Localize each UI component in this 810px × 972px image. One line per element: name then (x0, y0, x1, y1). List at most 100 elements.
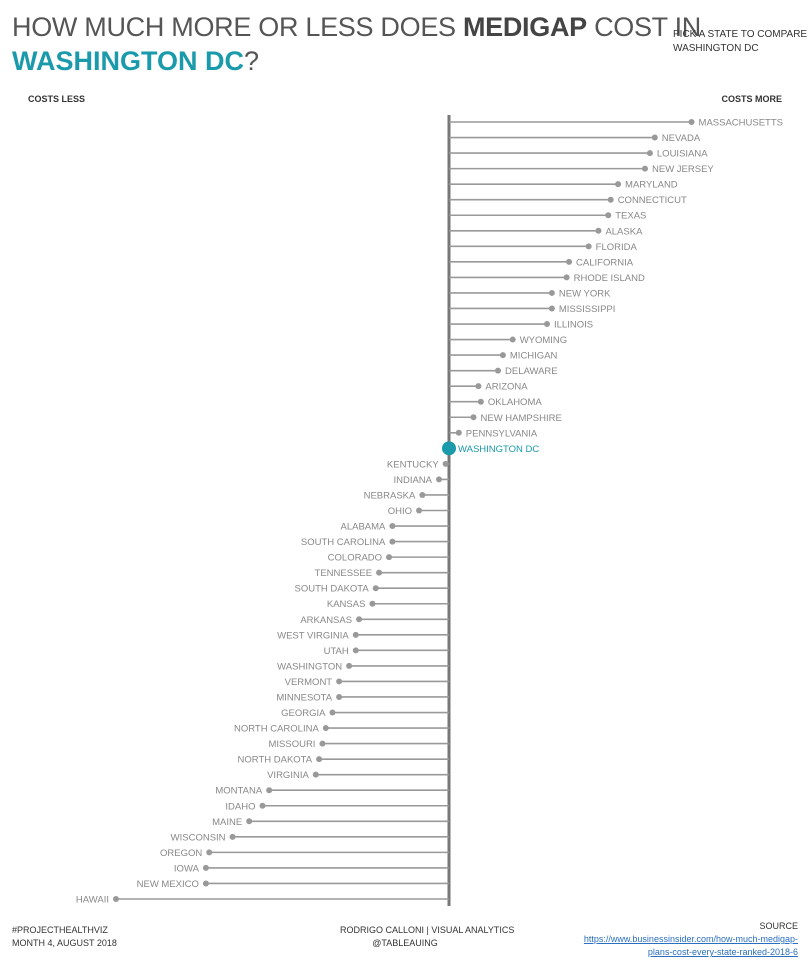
label-texas: TEXAS (615, 211, 646, 222)
dot-oklahoma (477, 398, 484, 405)
dot-arizona (475, 383, 482, 390)
page-title: HOW MUCH MORE OR LESS DOES MEDIGAP COST … (12, 12, 701, 43)
dot-new-mexico (202, 880, 209, 887)
label-new-hampshire: NEW HAMPSHIRE (481, 413, 562, 424)
label-wyoming: WYOMING (520, 335, 568, 346)
title-question-mark: ? (244, 46, 260, 76)
dot-delaware (495, 367, 501, 374)
dot-hawaii (113, 896, 119, 902)
label-washington-dc: WASHINGTON DC (458, 444, 539, 455)
dot-oregon (206, 849, 213, 856)
label-ohio: OHIO (388, 506, 412, 517)
label-new-jersey: NEW JERSEY (652, 164, 714, 175)
dot-minnesota (336, 693, 343, 700)
footer-date: MONTH 4, AUGUST 2018 (12, 938, 117, 948)
footer-handle: @TABLEAUING (372, 938, 438, 948)
label-nebraska: NEBRASKA (364, 490, 416, 501)
title-suffix: COST IN (586, 12, 701, 42)
label-california: CALIFORNIA (576, 257, 634, 268)
label-michigan: MICHIGAN (510, 351, 558, 362)
dot-kansas (369, 600, 376, 607)
label-florida: FLORIDA (596, 242, 638, 253)
title-prefix: HOW MUCH MORE OR LESS DOES (12, 12, 463, 42)
label-oklahoma: OKLAHOMA (488, 397, 543, 408)
dot-louisiana (646, 150, 653, 157)
axis-label-costs-less: COSTS LESS (28, 94, 86, 104)
dot-kentucky (442, 460, 449, 467)
label-idaho: IDAHO (225, 801, 255, 812)
title-state-name: WASHINGTON DC (12, 46, 245, 76)
label-new-mexico: NEW MEXICO (137, 879, 199, 890)
source-url-line2: plans-cost-every-state-ranked-2018-6 (647, 947, 798, 957)
dot-washington (346, 662, 353, 669)
label-pennsylvania: PENNSYLVANIA (466, 428, 538, 439)
label-illinois: ILLINOIS (554, 320, 593, 331)
dot-michigan (499, 352, 506, 359)
label-oregon: OREGON (160, 848, 202, 859)
label-maine: MAINE (212, 817, 242, 828)
label-north-dakota: NORTH DAKOTA (238, 755, 313, 766)
state-picker-value[interactable]: WASHINGTON DC (673, 43, 759, 54)
title-state: WASHINGTON DC? (12, 46, 259, 77)
dot-nevada (651, 134, 658, 141)
label-south-dakota: SOUTH DAKOTA (294, 584, 369, 595)
dot-montana (266, 787, 273, 794)
state-picker[interactable]: PICK A STATE TO COMPARE WASHINGTON DC (673, 28, 807, 56)
label-mississippi: MISSISSIPPI (559, 304, 616, 315)
label-tennessee: TENNESSEE (315, 568, 373, 579)
dot-washington-dc (442, 441, 456, 456)
dot-alaska (595, 227, 602, 234)
label-connecticut: CONNECTICUT (618, 195, 687, 206)
state-picker-prompt: PICK A STATE TO COMPARE (673, 29, 808, 40)
dot-new-jersey (642, 165, 648, 172)
dot-illinois (544, 321, 550, 328)
label-utah: UTAH (324, 646, 349, 657)
footer-source-label: SOURCE (759, 921, 798, 931)
dot-north-carolina (322, 725, 329, 732)
label-alaska: ALASKA (605, 226, 643, 237)
dot-iowa (202, 864, 209, 871)
dot-georgia (329, 709, 336, 716)
dot-south-carolina (389, 538, 396, 545)
dot-idaho (259, 802, 266, 809)
source-link[interactable]: https://www.businessinsider.com/how-much… (584, 933, 798, 959)
dot-rhode-island (563, 274, 570, 281)
axis-label-costs-more: COSTS MORE (721, 94, 782, 104)
dot-florida (585, 243, 592, 250)
dot-virginia (312, 771, 319, 778)
label-nevada: NEVADA (662, 133, 701, 144)
dot-wisconsin (229, 833, 236, 840)
label-north-carolina: NORTH CAROLINA (234, 724, 319, 735)
label-georgia: GEORGIA (281, 708, 326, 719)
dot-mississippi (548, 305, 555, 312)
dot-connecticut (607, 196, 614, 203)
dot-west-virginia (352, 631, 359, 638)
label-alabama: ALABAMA (340, 522, 386, 533)
title-bold-word: MEDIGAP (462, 12, 587, 42)
dot-north-dakota (316, 756, 323, 763)
label-washington: WASHINGTON (277, 661, 342, 672)
dot-pennsylvania (455, 429, 462, 436)
dot-missouri (319, 740, 326, 747)
label-south-carolina: SOUTH CAROLINA (301, 537, 386, 548)
dot-maryland (615, 181, 622, 188)
label-colorado: COLORADO (328, 553, 382, 564)
label-west-virginia: WEST VIRGINIA (277, 630, 349, 641)
label-hawaii: HAWAII (76, 895, 109, 906)
dot-arkansas (356, 616, 363, 623)
label-montana: MONTANA (215, 786, 262, 797)
dot-new-hampshire (470, 414, 477, 421)
dot-tennessee (376, 569, 383, 576)
label-delaware: DELAWARE (505, 366, 558, 377)
dot-vermont (336, 678, 343, 685)
dot-utah (352, 647, 359, 654)
dot-california (566, 258, 573, 265)
label-maryland: MARYLAND (625, 180, 678, 191)
label-new-york: NEW YORK (559, 288, 611, 299)
label-wisconsin: WISCONSIN (171, 832, 226, 843)
source-url-line1: https://www.businessinsider.com/how-much… (583, 934, 798, 944)
dot-indiana (436, 476, 443, 483)
dot-maine (246, 818, 253, 825)
footer-source: SOURCE https://www.businessinsider.com/h… (584, 920, 798, 959)
